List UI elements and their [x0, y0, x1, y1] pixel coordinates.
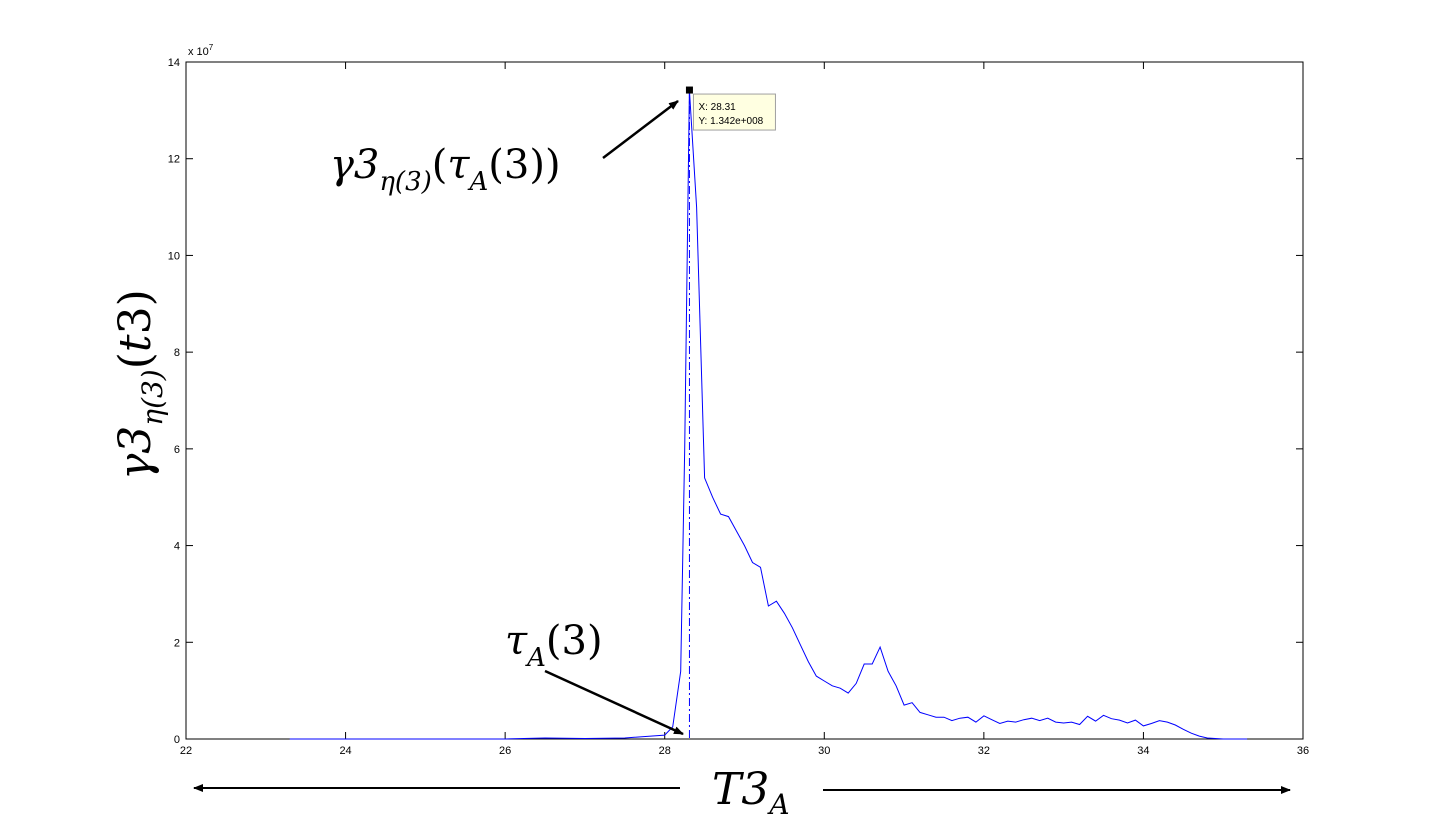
plot-area: [185, 61, 1304, 740]
datatip-x-text: X: 28.31: [698, 102, 736, 113]
y-tick-label: 2: [174, 637, 180, 649]
annotation-onset-arrow: [544, 669, 684, 736]
x-axis-label: T3A: [712, 764, 790, 821]
x-tick-label: 34: [1137, 745, 1149, 757]
annotation-peak-arrow: [602, 100, 679, 159]
datatip-marker[interactable]: [685, 86, 693, 94]
y-tick-label: 0: [174, 734, 180, 746]
x-axis-label-group: T3A: [193, 764, 1291, 821]
datatip-y-text: Y: 1.342e+008: [698, 116, 763, 127]
y-tick-label: 6: [174, 444, 180, 456]
x-tick-label: 26: [499, 745, 511, 757]
y-tick-label: 8: [174, 347, 180, 359]
datatip-box: [692, 93, 776, 131]
x-tick-label: 32: [978, 745, 990, 757]
annotation-onset-label: τA(3): [505, 618, 603, 673]
y-axis-label: γ3η(3)(t3): [110, 289, 169, 480]
x-tick-label: 24: [339, 745, 351, 757]
y-tick-label: 12: [168, 154, 180, 166]
x-tick-label: 36: [1297, 745, 1309, 757]
y-axis-ticks: 0 2 4 6 8 10 12 14: [168, 57, 1303, 746]
annotation-peak: γ3η(3)(τA(3)): [330, 100, 679, 197]
x-tick-label: 28: [659, 745, 671, 757]
annotation-peak-label: γ3η(3)(τA(3)): [330, 142, 561, 197]
y-tick-label: 4: [174, 541, 180, 553]
x-tick-label: 30: [818, 745, 830, 757]
y-exponent-power: 7: [209, 43, 214, 52]
y-tick-label: 14: [168, 57, 180, 69]
x-axis-ticks: 22 24 26 28 30 32 34 36: [180, 62, 1309, 757]
x-tick-label: 22: [180, 745, 192, 757]
series-layer: [289, 89, 1248, 740]
series-line: [289, 89, 1248, 740]
annotation-onset: τA(3): [505, 618, 684, 736]
y-exponent-label: x 107: [188, 43, 214, 58]
y-tick-label: 10: [168, 250, 180, 262]
datatip[interactable]: X: 28.31 Y: 1.342e+008: [685, 86, 776, 131]
